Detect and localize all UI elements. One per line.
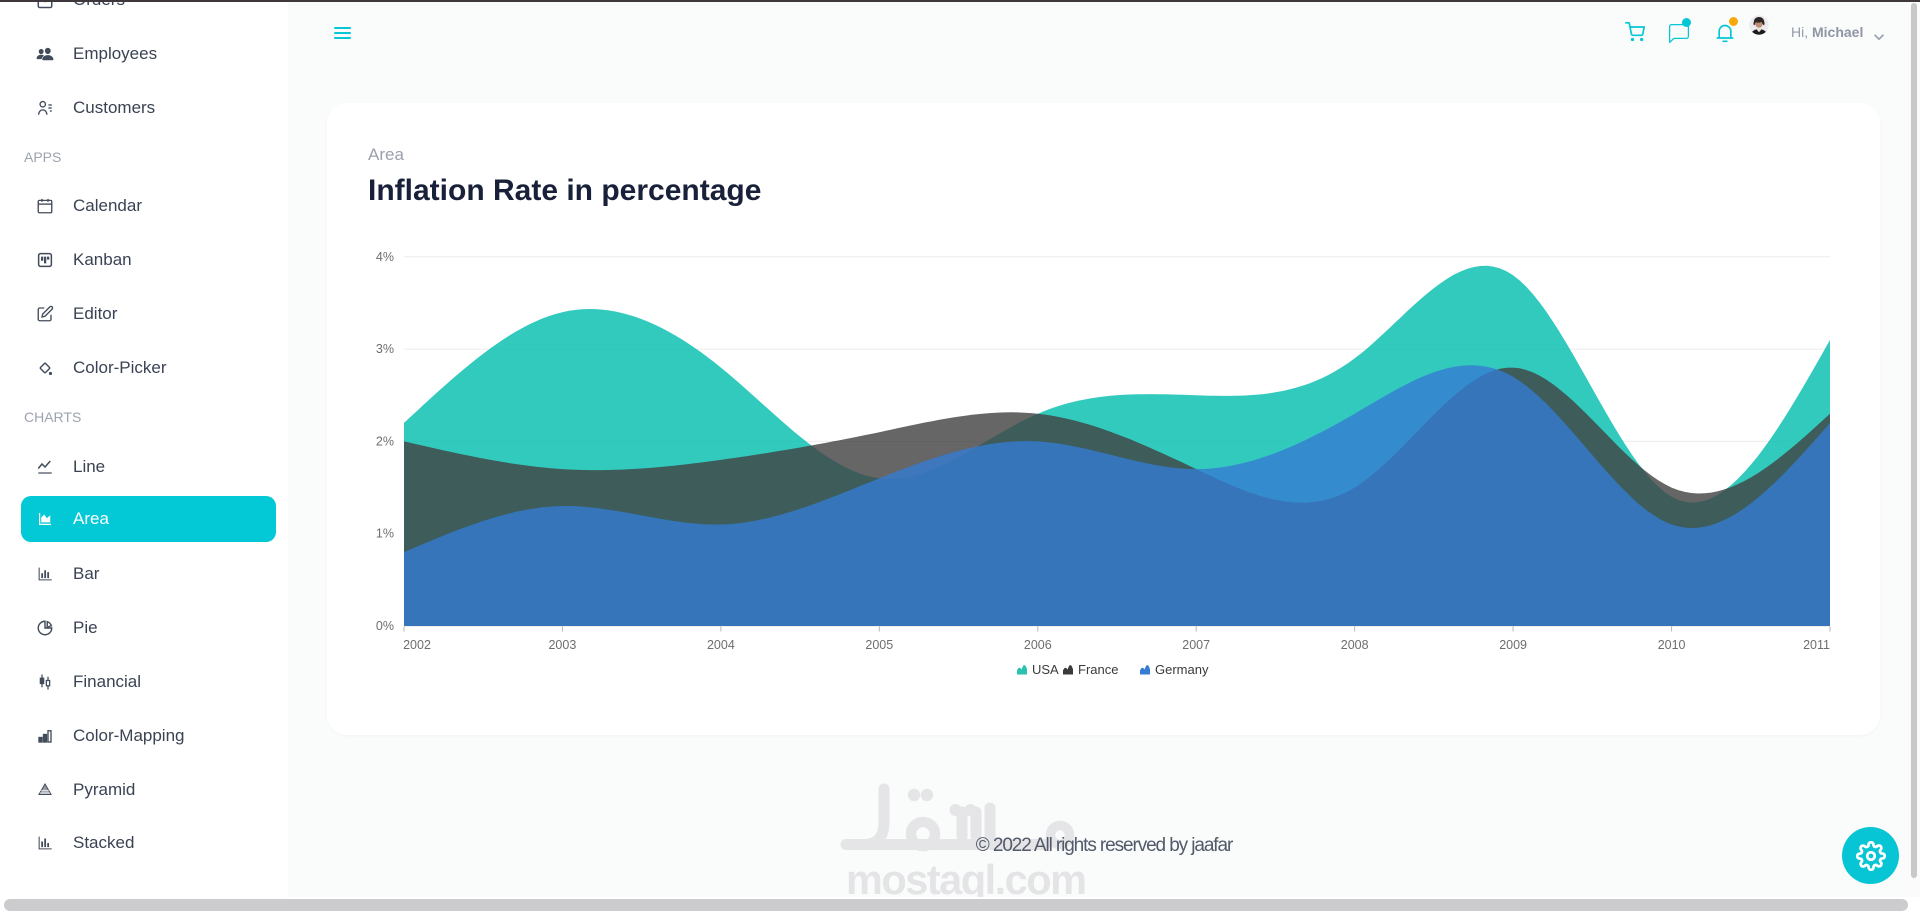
svg-text:France: France	[1078, 662, 1118, 677]
svg-text:3%: 3%	[376, 342, 394, 356]
svg-text:2%: 2%	[376, 434, 394, 448]
svg-text:2003: 2003	[548, 638, 576, 652]
svg-text:2005: 2005	[865, 638, 893, 652]
svg-text:4%: 4%	[376, 250, 394, 264]
svg-text:Germany: Germany	[1155, 662, 1209, 677]
svg-text:2007: 2007	[1182, 638, 1210, 652]
svg-text:2006: 2006	[1024, 638, 1052, 652]
svg-text:2008: 2008	[1341, 638, 1369, 652]
svg-text:2011: 2011	[1803, 638, 1830, 652]
svg-text:2002: 2002	[403, 638, 431, 652]
svg-text:USA: USA	[1032, 662, 1059, 677]
svg-text:2010: 2010	[1658, 638, 1686, 652]
svg-text:2004: 2004	[707, 638, 735, 652]
svg-text:1%: 1%	[376, 527, 394, 541]
svg-text:2009: 2009	[1499, 638, 1527, 652]
svg-text:0%: 0%	[376, 619, 394, 633]
